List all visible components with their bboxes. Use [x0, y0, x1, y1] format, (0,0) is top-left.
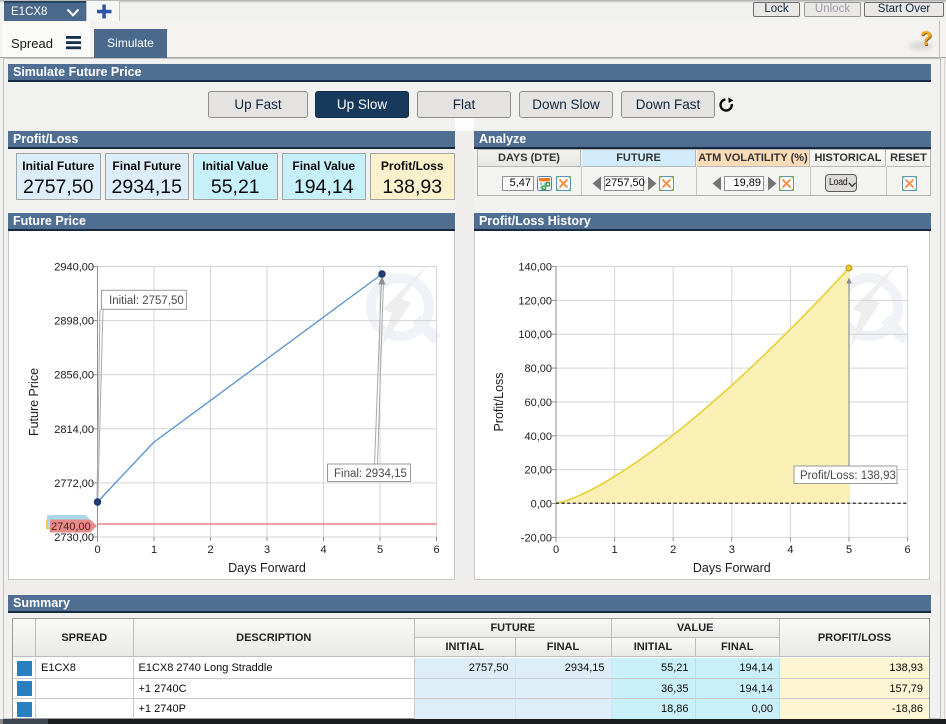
svg-text:100,00: 100,00 [518, 329, 552, 341]
svg-text:60,00: 60,00 [524, 397, 552, 409]
svg-text:2: 2 [207, 544, 213, 556]
svg-text:6: 6 [433, 544, 439, 556]
svg-text:140,00: 140,00 [518, 262, 552, 274]
svg-text:Profit/Loss: 138,93: Profit/Loss: 138,93 [800, 470, 896, 482]
svg-text:0,00: 0,00 [531, 499, 552, 511]
svg-text:20,00: 20,00 [524, 465, 552, 477]
svg-text:40,00: 40,00 [524, 431, 552, 443]
svg-text:6: 6 [905, 544, 911, 556]
svg-text:Final: 2934,15: Final: 2934,15 [334, 468, 407, 480]
svg-text:Initial: 2757,50: Initial: 2757,50 [109, 295, 184, 307]
svg-text:2: 2 [670, 544, 676, 556]
svg-text:4: 4 [320, 544, 326, 556]
svg-text:Days Forward: Days Forward [228, 561, 306, 575]
svg-text:2940,00: 2940,00 [54, 262, 94, 274]
svg-text:2856,00: 2856,00 [54, 370, 94, 382]
svg-text:Days Forward: Days Forward [693, 561, 771, 575]
svg-text:1: 1 [151, 544, 157, 556]
svg-text:3: 3 [264, 544, 270, 556]
svg-text:1: 1 [612, 544, 618, 556]
svg-text:80,00: 80,00 [524, 363, 552, 375]
svg-text:2898,00: 2898,00 [54, 316, 94, 328]
svg-text:Future Price: Future Price [27, 368, 41, 436]
svg-text:120,00: 120,00 [518, 295, 552, 307]
svg-text:3: 3 [729, 544, 735, 556]
svg-text:0: 0 [553, 544, 559, 556]
svg-text:2740,00: 2740,00 [51, 521, 91, 533]
svg-text:5: 5 [377, 544, 383, 556]
svg-text:-20,00: -20,00 [521, 532, 552, 544]
svg-text:Profit/Loss: Profit/Loss [492, 372, 506, 431]
svg-text:2814,00: 2814,00 [54, 424, 94, 436]
svg-text:0: 0 [94, 544, 100, 556]
svg-text:5: 5 [846, 544, 852, 556]
svg-text:4: 4 [787, 544, 793, 556]
svg-text:2730,00: 2730,00 [54, 532, 94, 544]
svg-text:2772,00: 2772,00 [54, 478, 94, 490]
